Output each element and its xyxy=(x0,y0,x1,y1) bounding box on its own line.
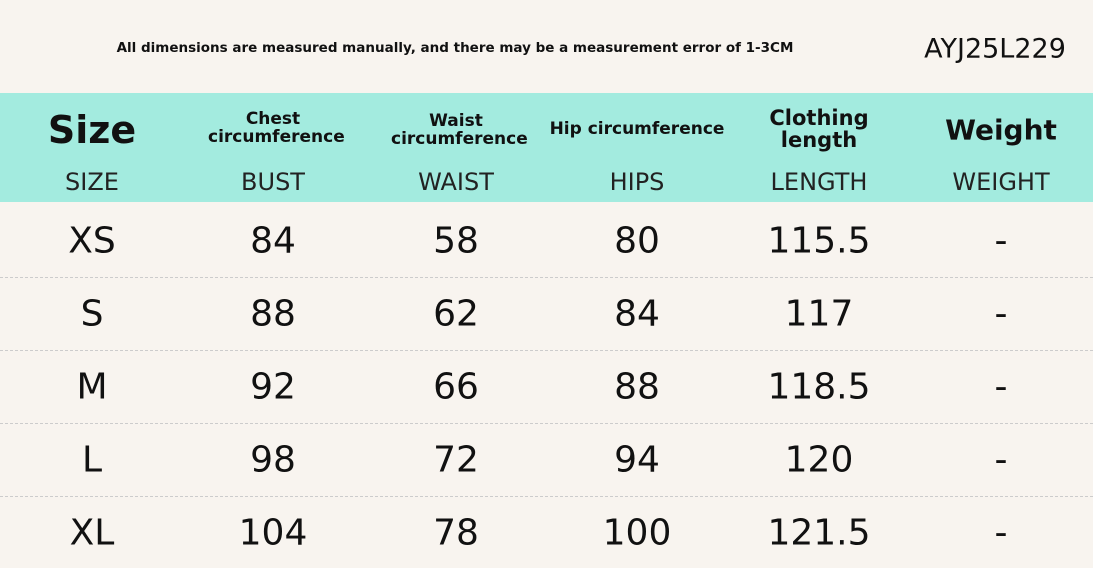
column-sublabel: HIPS xyxy=(609,168,665,196)
cell: - xyxy=(994,293,1008,335)
cell: 104 xyxy=(238,512,308,554)
column-label: Size xyxy=(47,108,137,153)
cell: XL xyxy=(69,512,115,554)
cell: 92 xyxy=(250,366,296,408)
cell: 98 xyxy=(250,439,296,481)
column-sublabel: WAIST xyxy=(418,168,494,196)
cell: XS xyxy=(68,220,116,262)
column-label: Hip circumference xyxy=(549,119,725,140)
column-sublabel: BUST xyxy=(241,168,305,196)
cell: 88 xyxy=(250,293,296,335)
cell: 94 xyxy=(614,439,660,481)
column-label: Weight xyxy=(945,113,1057,147)
cell: - xyxy=(994,512,1008,554)
product-code: AYJ25L229 xyxy=(924,33,1066,65)
column-sublabel: WEIGHT xyxy=(952,168,1050,196)
column-sublabel: LENGTH xyxy=(770,168,868,196)
cell: 80 xyxy=(614,220,660,262)
cell: 118.5 xyxy=(767,366,871,408)
note: All dimensions are measured manually, an… xyxy=(116,40,794,56)
cell: 84 xyxy=(250,220,296,262)
cell: 100 xyxy=(602,512,672,554)
cell: M xyxy=(76,366,108,408)
cell: 88 xyxy=(614,366,660,408)
row-separator xyxy=(0,496,1093,497)
row-separator xyxy=(0,423,1093,424)
column-label: Clothing length xyxy=(769,105,869,152)
cell: 66 xyxy=(433,366,479,408)
cell: 58 xyxy=(433,220,479,262)
row-separator xyxy=(0,277,1093,278)
cell: 117 xyxy=(784,293,854,335)
cell: - xyxy=(994,220,1008,262)
cell: - xyxy=(994,439,1008,481)
cell: 84 xyxy=(614,293,660,335)
column-label: Chest circumference xyxy=(208,109,345,147)
column-label: Waist circumference xyxy=(391,111,528,149)
header-band xyxy=(0,93,1093,202)
cell: 62 xyxy=(433,293,479,335)
cell: 78 xyxy=(433,512,479,554)
cell: 72 xyxy=(433,439,479,481)
cell: S xyxy=(80,293,104,335)
cell: 120 xyxy=(784,439,854,481)
cell: - xyxy=(994,366,1008,408)
cell: 115.5 xyxy=(767,220,871,262)
row-separator xyxy=(0,350,1093,351)
cell: L xyxy=(81,439,103,481)
column-sublabel: SIZE xyxy=(65,168,119,196)
cell: 121.5 xyxy=(767,512,871,554)
